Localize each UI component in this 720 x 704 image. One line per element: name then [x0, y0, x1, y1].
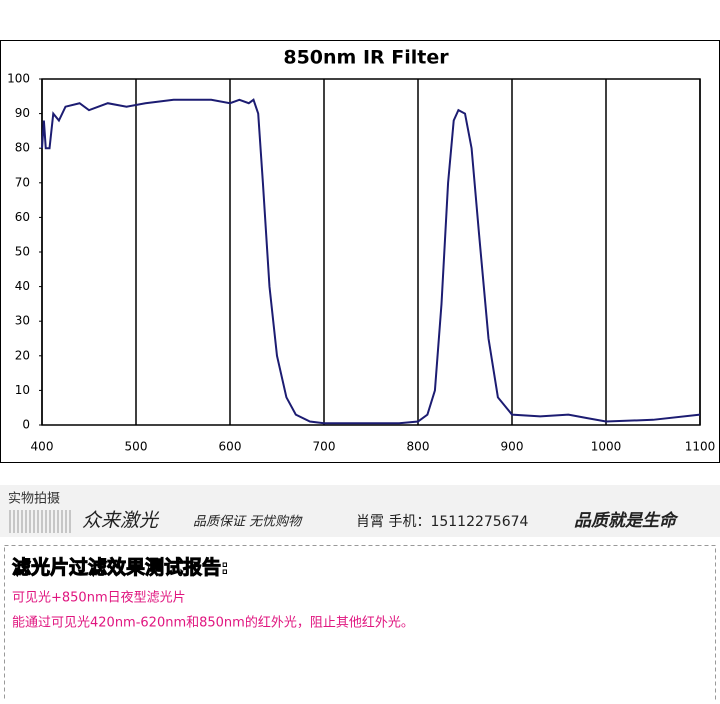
y-tick-label: 10 — [15, 383, 30, 397]
banner-slogan: 品质保证 无忧购物 — [193, 515, 303, 530]
report-box — [4, 545, 716, 704]
x-tick-label: 1100 — [685, 440, 716, 454]
banner — [0, 485, 720, 537]
chart-title: 850nm IR Filter — [283, 47, 449, 69]
data-line — [41, 98, 701, 425]
barcode — [9, 510, 71, 533]
y-tick-label: 0 — [22, 418, 30, 432]
y-tick-label: 100 — [7, 72, 30, 86]
banner-motto: 品质就是生命 — [574, 511, 679, 531]
y-tick-label: 70 — [15, 175, 30, 189]
x-tick-label: 800 — [407, 440, 430, 454]
banner-contact: 肖霄 手机：15112275674 — [356, 514, 529, 530]
banner-brand: 众来激光 — [82, 510, 160, 532]
y-tick-label: 80 — [15, 141, 30, 155]
x-tick-label: 500 — [125, 440, 148, 454]
report-line: 可见光+850nm日夜型滤光片 — [12, 591, 186, 606]
chart-frame — [0, 40, 720, 463]
y-tick-label: 20 — [15, 348, 30, 362]
y-tick-label: 40 — [15, 279, 30, 293]
x-tick-label: 400 — [31, 440, 54, 454]
y-tick-label: 50 — [15, 245, 30, 259]
x-tick-label: 700 — [313, 440, 336, 454]
banner-tag: 实物拍摄 — [8, 492, 60, 507]
report-heading: 滤光片过滤效果测试报告: — [12, 556, 229, 579]
y-tick-label: 60 — [15, 210, 30, 224]
plot: 0 10 20 30 40 50 60 70 80 90 100 400 500 600 700 800 900… — [7, 72, 715, 454]
x-tick-label: 1000 — [591, 440, 622, 454]
x-tick-label: 600 — [219, 440, 242, 454]
report-line: 能通过可见光420nm-620nm和850nm的红外光，阻止其他红外光。 — [12, 615, 414, 631]
y-tick-label: 30 — [15, 314, 30, 328]
y-tick-label: 90 — [15, 106, 30, 120]
x-tick-label: 900 — [501, 440, 524, 454]
